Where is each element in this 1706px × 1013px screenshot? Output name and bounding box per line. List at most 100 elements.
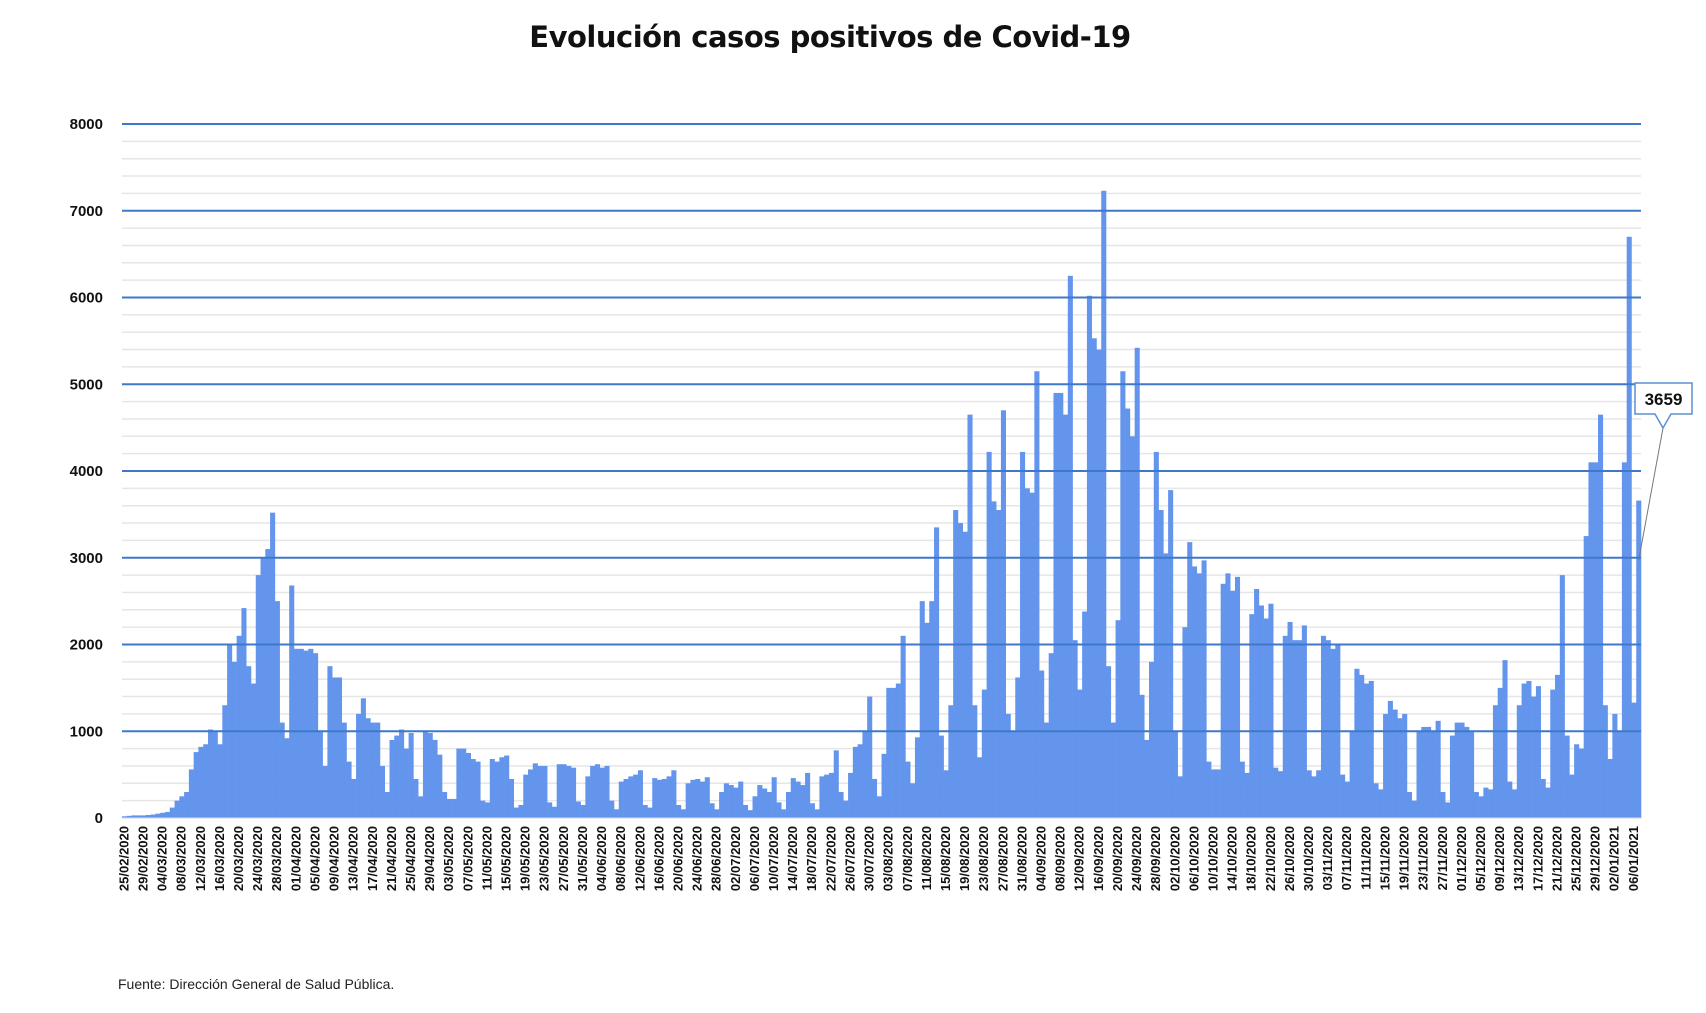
x-tick-label: 20/06/2020 [670,826,685,891]
bar [1244,772,1250,818]
bar [1483,787,1489,818]
bar [1000,410,1006,818]
bar [690,779,696,818]
bar [547,802,553,818]
bar [637,770,643,818]
bar [198,746,204,818]
bar [699,781,706,818]
bar [1067,275,1073,818]
bar [1583,536,1589,818]
y-tick-label: 8000 [70,116,103,133]
x-tick-label: 20/03/2020 [231,826,246,891]
bar [943,770,949,818]
x-tick-label: 12/09/2020 [1072,826,1087,891]
bar [1406,791,1413,818]
x-tick-label: 06/10/2020 [1186,826,1201,891]
bar [795,781,801,818]
bar [1234,576,1241,818]
bar [618,781,624,818]
bar [1473,791,1479,818]
bar [876,796,882,818]
y-tick-label: 7000 [70,203,103,220]
x-tick-label: 23/05/2020 [537,826,552,891]
y-tick-label: 5000 [70,376,103,393]
bar [752,796,758,818]
x-tick-label: 06/01/2021 [1626,826,1641,891]
bar [1421,726,1427,818]
bar [399,729,405,818]
bar [1148,661,1155,818]
bar [652,778,658,818]
bar [1196,573,1202,818]
bar [327,666,333,818]
bar [566,765,572,818]
bar [728,785,734,818]
y-tick-label: 3000 [70,550,103,567]
bar [422,731,429,818]
bar [1359,674,1365,818]
bar [1024,488,1030,818]
bar [623,778,629,818]
bar [575,801,581,818]
bar [231,661,237,818]
bar [456,748,462,818]
bar [1469,731,1475,818]
x-tick-label: 19/11/2020 [1397,826,1412,890]
bar [1416,731,1422,818]
bar [313,653,319,818]
bar [1053,392,1059,818]
bar [776,802,782,818]
bar [1020,451,1026,818]
bar [131,815,137,818]
y-tick-label: 6000 [70,290,103,307]
x-tick-label: 11/11/2020 [1358,826,1373,890]
x-tick-label: 08/03/2020 [174,826,189,891]
x-tick-label: 20/09/2020 [1110,826,1125,891]
x-tick-label: 28/06/2020 [709,826,724,891]
bar [924,622,930,818]
bar [1392,709,1398,818]
bar [666,776,672,818]
bar [308,648,314,818]
bar [938,735,944,818]
bar [1043,722,1049,818]
callout-leader-line [1638,427,1664,561]
bar [1574,744,1580,818]
bar [1106,666,1112,818]
bar [1048,653,1054,818]
x-tick-label: 15/05/2020 [499,826,514,891]
bar [1397,718,1403,818]
bar [1578,748,1584,818]
bars [122,190,1642,819]
bar [1096,349,1102,818]
bar [1263,618,1269,818]
value-callout: 3659 [1634,382,1693,561]
bar [1063,414,1069,818]
x-tick-label: 24/09/2020 [1129,826,1144,891]
bar [1612,713,1618,818]
major-gridlines [122,123,1641,819]
x-tick-label: 26/07/2020 [842,826,857,891]
bar [1507,781,1513,818]
bar [179,796,185,818]
bar [809,803,815,818]
x-tick-label: 17/04/2020 [365,826,380,891]
x-tick-label: 15/08/2020 [938,826,953,891]
bar [537,765,543,818]
bar [336,677,343,818]
x-tick-label: 11/05/2020 [479,826,494,890]
bar [695,778,701,818]
bar [1540,778,1546,818]
bar [1177,776,1183,818]
bar [1411,800,1417,818]
bar [551,806,557,818]
bar [914,737,921,818]
bar [1478,796,1484,818]
bar [1134,347,1140,818]
bar [781,809,787,818]
bar [1172,731,1178,818]
bar [442,791,448,818]
bar [1593,462,1599,818]
bar [986,451,992,818]
